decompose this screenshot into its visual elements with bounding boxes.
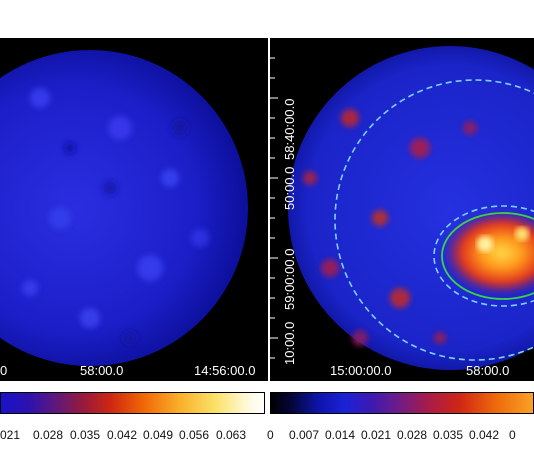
right-cbar-label-7: 0.042 (469, 428, 500, 442)
right-y-tick-1: 58:40:00.0 (282, 98, 297, 160)
bright-source (444, 211, 534, 295)
right-sky-image (270, 46, 534, 370)
left-cbar-label-1: 021 (0, 428, 21, 442)
right-cbar-label-1: 0 (267, 428, 274, 442)
left-image-panel: 0 58:00.0 14:56:00.0 (0, 38, 268, 381)
right-colorbar (270, 392, 534, 414)
left-cbar-label-5: 0.049 (143, 428, 174, 442)
left-cbar-label-2: 0.028 (33, 428, 64, 442)
right-cbar-label-6: 0.035 (433, 428, 464, 442)
source-region (441, 212, 534, 300)
left-x-tick-2: 58:00.0 (80, 363, 124, 378)
right-cbar-label-3: 0.014 (325, 428, 356, 442)
right-y-tick-2: 50:00.0 (282, 166, 297, 210)
right-cbar-label-4: 0.021 (361, 428, 392, 442)
right-cbar-label-2: 0.007 (289, 428, 320, 442)
right-y-tick-4: 10:00.0 (282, 321, 297, 365)
left-cbar-label-7: 0.063 (216, 428, 247, 442)
right-image-panel: 58:40:00.0 50:00.0 59:00:00.0 10:00.0 15… (270, 38, 534, 381)
inner-dashed-region (433, 205, 534, 307)
left-cbar-label-4: 0.042 (107, 428, 138, 442)
left-cbar-label-6: 0.056 (179, 428, 210, 442)
left-sky-image (0, 50, 248, 366)
right-y-tick-3: 59:00:00.0 (282, 248, 297, 310)
right-cbar-label-5: 0.028 (397, 428, 428, 442)
left-cbar-label-3: 0.035 (70, 428, 101, 442)
right-x-tick-1: 15:00:00.0 (330, 363, 392, 378)
right-x-tick-2: 58:00.0 (466, 363, 510, 378)
left-x-tick-1: 0 (0, 363, 8, 378)
left-x-tick-3: 14:56:00.0 (194, 363, 256, 378)
left-colorbar (0, 392, 265, 414)
right-cbar-label-8: 0 (509, 428, 516, 442)
